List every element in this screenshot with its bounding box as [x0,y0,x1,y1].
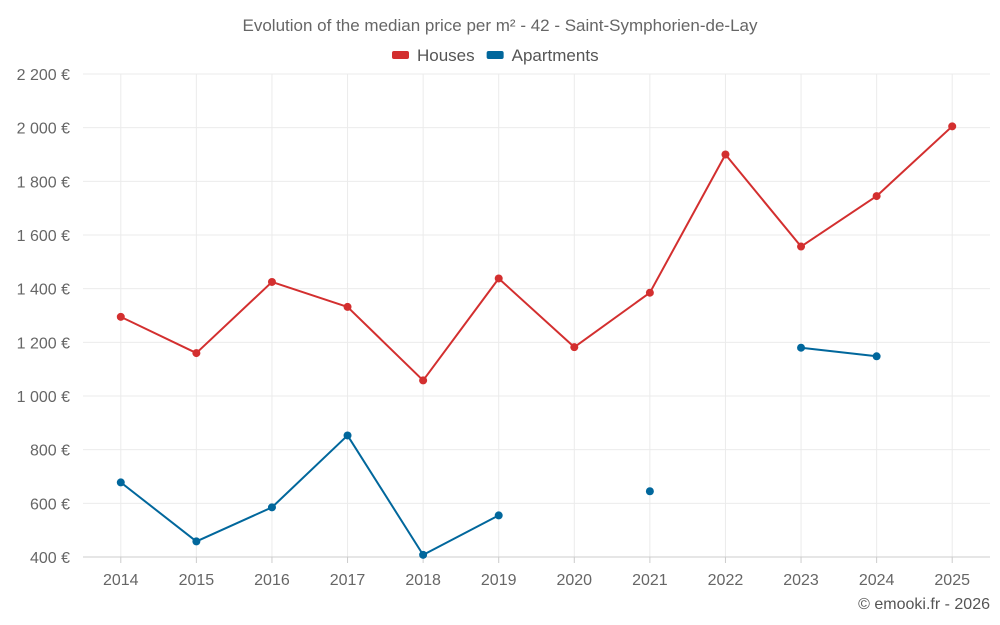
houses-point-2020[interactable] [570,343,579,352]
legend-label: Apartments [512,46,599,65]
apartments-point-2024[interactable] [872,352,881,361]
x-tick-label: 2023 [783,572,819,589]
chart-title: Evolution of the median price per m² - 4… [243,16,758,35]
houses-line-segment [120,125,953,382]
houses-point-2015[interactable] [192,349,201,358]
apartments-point-2016[interactable] [267,503,276,512]
apartments-point-2015[interactable] [192,537,201,546]
houses-point-2014[interactable] [116,312,125,321]
legend-label: Houses [417,46,475,65]
y-tick-label: 1 200 € [17,335,70,352]
legend[interactable]: Houses Apartments [392,46,599,65]
houses-point-2023[interactable] [797,242,806,251]
houses-point-2016[interactable] [267,277,276,286]
series-layer [116,122,957,559]
y-tick-label: 800 € [30,443,70,460]
grid [83,73,990,557]
x-axis: 2014 2015 2016 2017 2018 2019 2020 2021 2022 2023… [83,556,990,589]
y-tick-label: 600 € [30,496,70,513]
y-tick-label: 1 600 € [17,228,70,245]
legend-swatch [486,51,504,59]
houses-point-2017[interactable] [343,302,352,311]
x-tick-label: 2015 [179,572,215,589]
x-tick-label: 2018 [405,572,441,589]
x-tick-label: 2025 [934,572,970,589]
credit-text: © emooki.fr - 2026 [858,596,990,613]
y-axis: 400 € 600 € 800 € 1 000 € 1 200 € 1 400 € 1 60… [17,67,70,567]
x-tick-label: 2019 [481,572,517,589]
legend-swatch [392,51,409,59]
y-tick-label: 400 € [30,550,70,567]
x-tick-label: 2020 [556,572,592,589]
x-tick-label: 2022 [708,572,744,589]
y-tick-label: 2 000 € [17,121,70,138]
apartments-point-2023[interactable] [797,343,806,352]
houses-point-2025[interactable] [948,122,957,131]
legend-item-apartments[interactable]: Apartments [486,46,599,65]
apartments-point-2018[interactable] [419,550,428,559]
legend-item-houses[interactable]: Houses [392,46,475,65]
houses-point-2021[interactable] [645,288,654,297]
y-tick-label: 2 200 € [17,67,70,84]
y-tick-label: 1 400 € [17,282,70,299]
x-tick-label: 2014 [103,572,139,589]
houses-point-2022[interactable] [721,150,730,159]
y-tick-label: 1 800 € [17,174,70,191]
y-tick-label: 1 000 € [17,389,70,406]
x-tick-label: 2017 [330,572,366,589]
apartments-line-segment [800,346,877,358]
apartments-point-2019[interactable] [494,511,503,520]
apartments-line-segment [120,434,500,556]
series-apartments [116,343,881,559]
apartments-point-2017[interactable] [343,431,352,440]
houses-point-2018[interactable] [419,376,428,385]
apartments-point-2014[interactable] [116,478,125,487]
houses-point-2019[interactable] [494,274,503,283]
apartments-point-2021[interactable] [645,487,654,496]
x-tick-label: 2021 [632,572,668,589]
x-tick-label: 2016 [254,572,290,589]
x-tick-label: 2024 [859,572,895,589]
series-houses [116,122,957,385]
houses-point-2024[interactable] [872,192,881,201]
